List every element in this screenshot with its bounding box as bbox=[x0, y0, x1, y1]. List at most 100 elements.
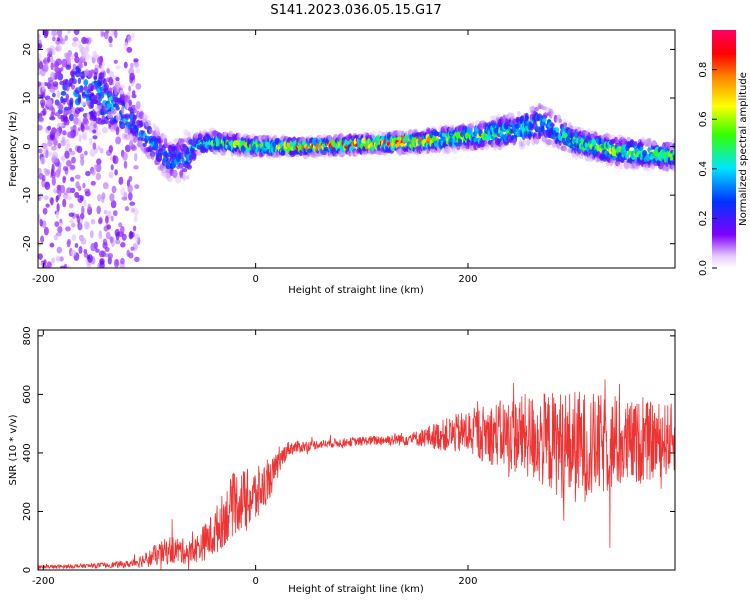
spectrogram-cell bbox=[55, 232, 62, 237]
spectrogram-cell bbox=[56, 203, 60, 212]
spectrogram-cell bbox=[43, 168, 48, 173]
spectrogram-cell bbox=[50, 197, 54, 206]
spectrogram-cell bbox=[512, 139, 517, 146]
spectrogram-cell bbox=[68, 102, 72, 111]
spectrogram-cell bbox=[124, 113, 130, 118]
spectrogram-cell bbox=[134, 124, 139, 132]
spectrogram-cell bbox=[153, 137, 158, 144]
spectrogram-cell bbox=[120, 242, 126, 248]
spectrogram-cell bbox=[69, 70, 75, 77]
spectrogram-cell bbox=[131, 94, 137, 99]
spectrogram-cell bbox=[525, 114, 529, 122]
spectrogram-cell bbox=[115, 97, 119, 106]
spectrogram-cell bbox=[109, 236, 114, 244]
spectrogram-cell bbox=[58, 122, 64, 128]
spectrogram-cell bbox=[86, 113, 91, 120]
spectrogram-cell bbox=[109, 43, 113, 48]
spectrogram-cell bbox=[67, 238, 71, 245]
spectrogram-cell bbox=[129, 230, 133, 239]
spectrogram-cell bbox=[54, 112, 61, 117]
spectrogram-cell bbox=[77, 127, 81, 132]
spectrogram-cell bbox=[119, 89, 124, 95]
spectrogram-cell bbox=[72, 78, 77, 85]
spectrogram-cell bbox=[80, 237, 87, 245]
spectrogram-cell bbox=[61, 58, 68, 68]
spectrogram-cell bbox=[68, 113, 74, 122]
chart-title: S141.2023.036.05.15.G17 bbox=[270, 3, 441, 18]
spectrogram-cell bbox=[119, 84, 126, 89]
spectrogram-cell bbox=[124, 144, 131, 153]
spectrogram-cell bbox=[132, 108, 138, 114]
spectrogram-cell bbox=[97, 56, 103, 65]
spectrogram-cell bbox=[134, 234, 139, 244]
spectrogram-cell bbox=[91, 170, 96, 176]
spectrogram-cell bbox=[98, 218, 102, 225]
colorbar-ticks: 0.0 0.2 0.4 0.6 0.8 bbox=[698, 62, 717, 276]
spectrogram-cell bbox=[95, 131, 102, 136]
spectrogram-cell bbox=[83, 249, 88, 254]
spectrogram-cell bbox=[73, 117, 80, 125]
snr-y-ticks: 0 200 400 600 800 bbox=[22, 326, 675, 573]
spectrogram-cell bbox=[98, 230, 103, 240]
spectrogram-cell bbox=[664, 165, 670, 172]
spectrogram-cell bbox=[72, 37, 79, 42]
spectrogram-cell bbox=[452, 146, 458, 155]
spectrogram-cell bbox=[66, 187, 72, 194]
spectrogram-cell bbox=[83, 61, 88, 67]
spectrogram-cell bbox=[116, 113, 121, 122]
spectrogram-cell bbox=[107, 210, 112, 220]
spectrogram-cell bbox=[70, 249, 77, 257]
spectrogram-cell bbox=[83, 252, 89, 258]
spectrogram-cell bbox=[115, 126, 120, 136]
spectrogram-cell bbox=[71, 41, 78, 47]
spectrogram-panel: -200 0 200 -20 -10 0 10 20 Height of straight … bbox=[8, 29, 676, 296]
spectrogram-cell bbox=[128, 85, 132, 92]
snr-y-tick-label: 400 bbox=[22, 443, 33, 462]
spectrogram-cell bbox=[83, 199, 87, 207]
spectrogram-cell bbox=[134, 152, 138, 162]
spectrogram-cell bbox=[66, 265, 72, 268]
spectrogram-cell bbox=[40, 235, 45, 243]
spectrogram-cell bbox=[46, 261, 52, 268]
spectrogram-cell bbox=[563, 122, 568, 127]
spectrogram-cell bbox=[38, 116, 45, 123]
spectrogram-cell bbox=[542, 118, 547, 123]
spectrogram-cell bbox=[135, 100, 141, 110]
spectrogram-cell bbox=[42, 108, 47, 116]
spectrogram-cell bbox=[69, 150, 76, 156]
spectrogram-cell bbox=[52, 151, 59, 159]
spectrogram-cell bbox=[182, 172, 187, 182]
spectrogram-cell bbox=[142, 142, 147, 147]
snr-x-label: Height of straight line (km) bbox=[288, 584, 424, 595]
spectrogram-cell bbox=[92, 84, 98, 90]
snr-y-tick-label: 200 bbox=[22, 502, 33, 521]
spectrogram-cell bbox=[128, 252, 134, 259]
spectrogram-cell bbox=[133, 58, 139, 63]
spectrogram-cell bbox=[71, 156, 76, 164]
spectrogram-cell bbox=[52, 92, 56, 98]
spectrogram-cell bbox=[115, 106, 120, 111]
spectrogram-cell bbox=[70, 177, 75, 182]
spectrogram-x-label: Height of straight line (km) bbox=[288, 285, 424, 296]
spectrogram-cell bbox=[85, 170, 91, 177]
spectrogram-cell bbox=[179, 170, 184, 177]
colorbar: 0.0 0.2 0.4 0.6 0.8 Normalized spectral ampl… bbox=[698, 30, 749, 276]
spectrogram-cell bbox=[101, 192, 106, 200]
spectrogram-cell bbox=[122, 151, 128, 161]
spectrogram-cell bbox=[68, 219, 75, 224]
spectrogram-cell bbox=[50, 133, 55, 140]
snr-y-tick-label: 0 bbox=[22, 567, 33, 573]
spectrogram-cell bbox=[79, 85, 84, 93]
spectrogram-cell bbox=[128, 133, 134, 143]
spectrogram-cell bbox=[54, 131, 60, 140]
spectrogram-cell bbox=[97, 81, 103, 87]
spectrogram-cell bbox=[186, 175, 190, 180]
spectrogram-cell bbox=[158, 143, 163, 152]
spectrogram-cell bbox=[58, 189, 62, 197]
spectrogram-cell bbox=[70, 126, 74, 131]
spectrogram-cell bbox=[62, 130, 67, 136]
spectrogram-cell bbox=[591, 138, 597, 147]
spectrogram-cell bbox=[90, 180, 96, 186]
spectrogram-cell bbox=[47, 125, 52, 131]
